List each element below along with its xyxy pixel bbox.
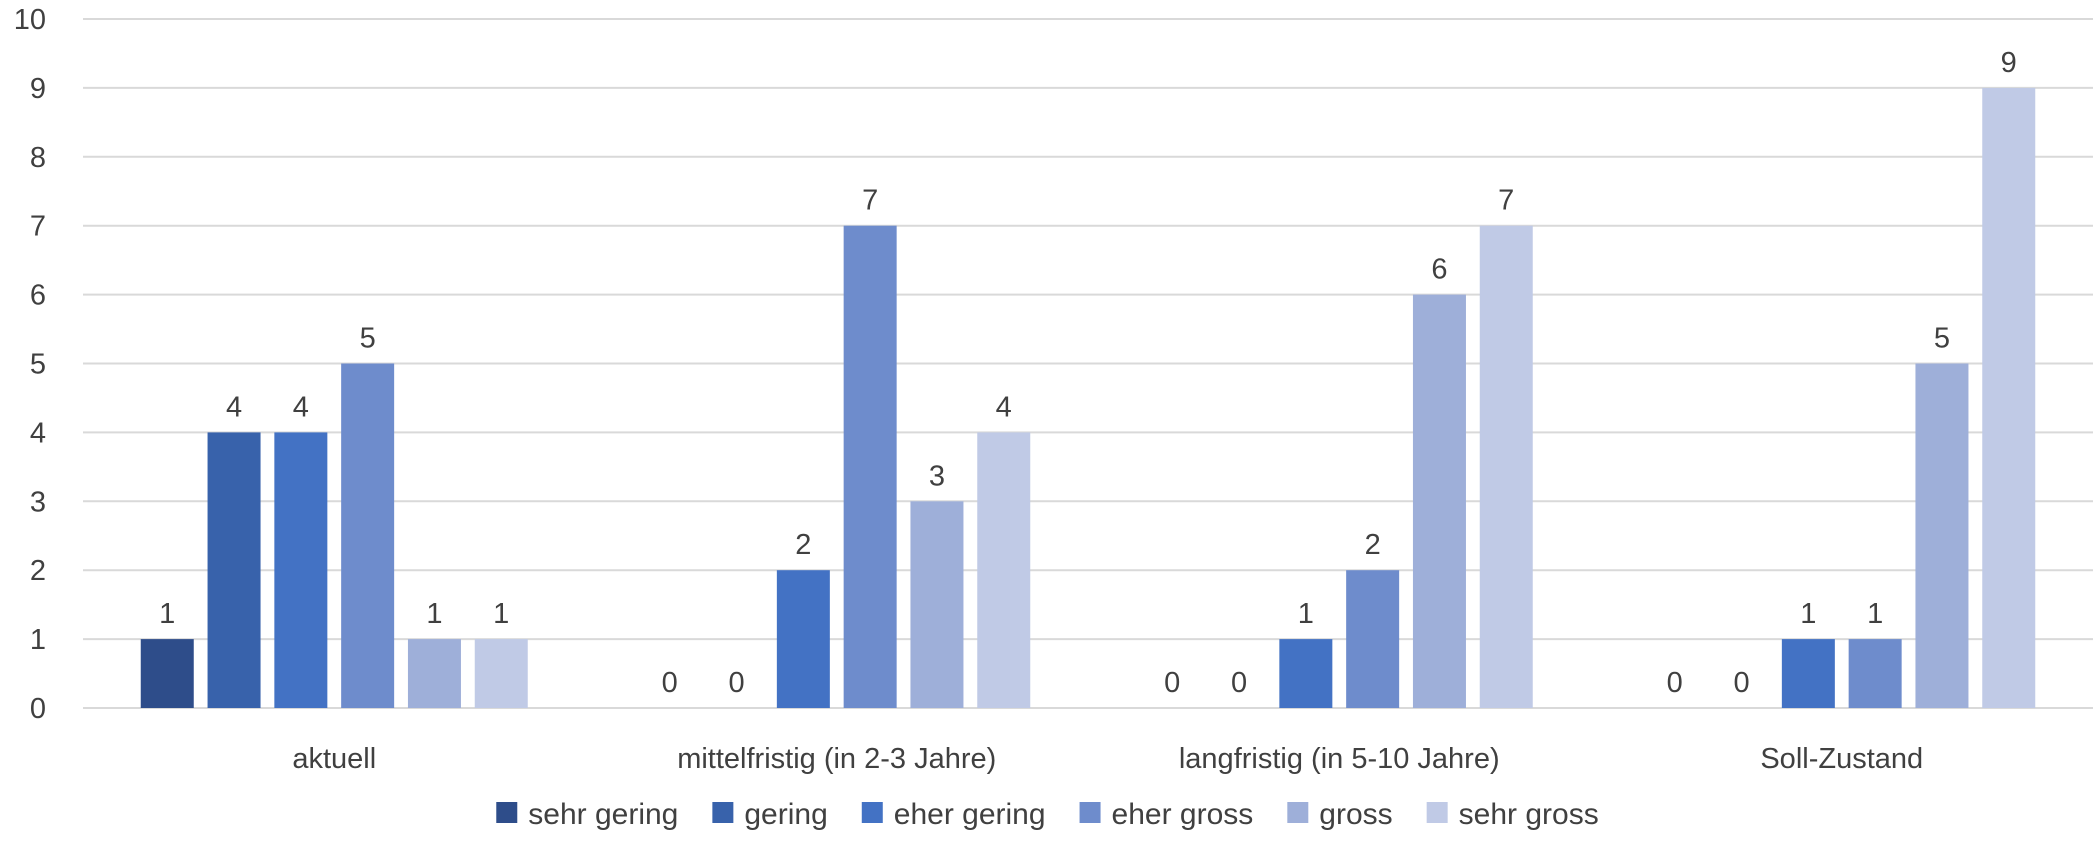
data-label: 7 (862, 185, 878, 217)
bar (474, 639, 528, 708)
legend-swatch (1079, 802, 1101, 823)
legend-label: gering (744, 798, 827, 831)
legend-swatch (1426, 802, 1448, 823)
y-tick-label: 7 (30, 211, 46, 243)
bar (1915, 363, 1969, 708)
x-category-label: mittelfristig (in 2-3 Jahre) (677, 743, 996, 775)
data-label: 0 (1231, 667, 1247, 699)
x-category-label: aktuell (292, 743, 376, 775)
bars (140, 87, 2036, 708)
legend-swatch (496, 802, 518, 823)
data-label: 1 (493, 598, 509, 630)
legend-label: eher gering (894, 798, 1046, 831)
data-label: 0 (1667, 667, 1683, 699)
data-label: 1 (159, 598, 175, 630)
data-labels: 1 4 4 5 1 1 0 0 2 7 3 4 0 0 1 2 6 7 0 0 1 1 5 9 (159, 47, 2017, 699)
bar (776, 570, 830, 708)
bar (1781, 639, 1835, 708)
bar (1479, 225, 1533, 708)
y-tick-label: 8 (30, 142, 46, 174)
bar (1982, 87, 2036, 708)
bar (274, 432, 328, 708)
data-label: 1 (426, 598, 442, 630)
data-label: 6 (1431, 254, 1447, 286)
bar (1279, 639, 1333, 708)
data-label: 4 (293, 391, 309, 423)
legend: sehr gering gering eher gering eher gross gr… (496, 798, 1599, 831)
data-label: 0 (1733, 667, 1749, 699)
data-label: 2 (1365, 529, 1381, 561)
data-label: 1 (1800, 598, 1816, 630)
data-label: 5 (360, 323, 376, 355)
bar (207, 432, 261, 708)
data-label: 0 (662, 667, 678, 699)
y-tick-label: 4 (30, 417, 46, 449)
data-label: 0 (1164, 667, 1180, 699)
y-tick-label: 2 (30, 555, 46, 587)
data-label: 4 (226, 391, 242, 423)
y-tick-label: 5 (30, 349, 46, 381)
bar (140, 639, 194, 708)
bar (910, 501, 964, 708)
data-label: 0 (728, 667, 744, 699)
legend-label: sehr gering (528, 798, 678, 831)
data-label: 1 (1867, 598, 1883, 630)
y-tick-label: 1 (30, 624, 46, 656)
x-category-label: Soll-Zustand (1760, 743, 1923, 775)
bar (1412, 294, 1466, 708)
data-label: 4 (996, 391, 1012, 423)
bar (407, 639, 461, 708)
bar (1346, 570, 1400, 708)
data-label: 3 (929, 460, 945, 492)
y-tick-label: 9 (30, 73, 46, 105)
data-label: 1 (1298, 598, 1314, 630)
bar (341, 363, 395, 708)
bar (1848, 639, 1902, 708)
legend-label: gross (1319, 798, 1392, 831)
y-tick-label: 3 (30, 486, 46, 518)
bar (843, 225, 897, 708)
x-axis-labels: aktuell mittelfristig (in 2-3 Jahre) langf… (292, 743, 1923, 775)
x-category-label: langfristig (in 5-10 Jahre) (1179, 743, 1500, 775)
data-label: 9 (2001, 47, 2017, 79)
y-tick-label: 10 (14, 4, 46, 36)
data-label: 2 (795, 529, 811, 561)
legend-label: eher gross (1112, 798, 1254, 831)
data-label: 7 (1498, 185, 1514, 217)
legend-swatch (712, 802, 734, 823)
legend-label: sehr gross (1459, 798, 1599, 831)
data-label: 5 (1934, 323, 1950, 355)
bar (977, 432, 1031, 708)
legend-swatch (861, 802, 883, 823)
y-tick-label: 6 (30, 280, 46, 312)
y-tick-label: 0 (30, 693, 46, 725)
y-axis-ticks: 0 1 2 3 4 5 6 7 8 9 10 (14, 4, 46, 725)
legend-swatch (1287, 802, 1309, 823)
